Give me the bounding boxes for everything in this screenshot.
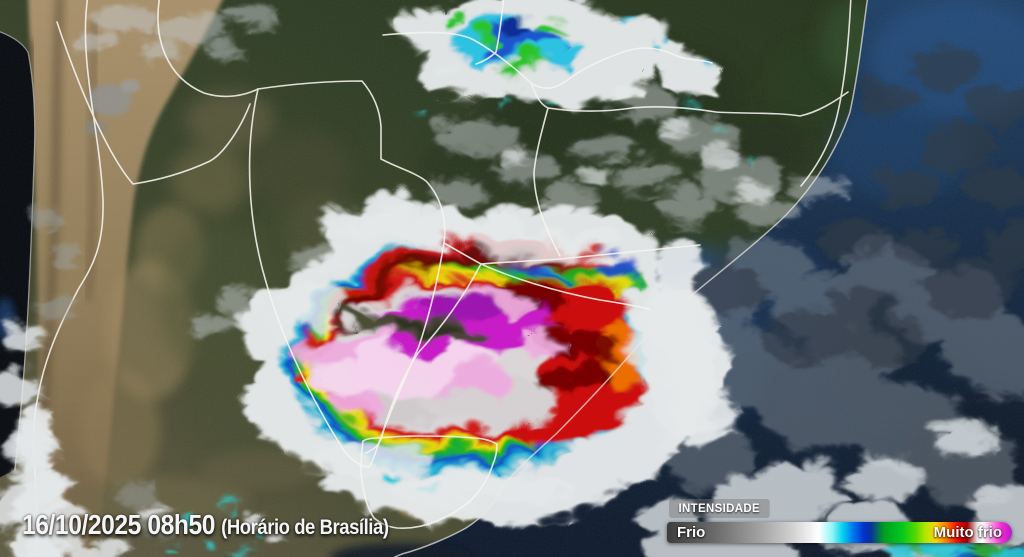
- legend-min-label: Frio: [677, 524, 706, 541]
- andes-clouds: [0, 202, 287, 557]
- northern-storm: [392, 0, 720, 100]
- intensity-legend: INTENSIDADE Frio Muito frio: [667, 499, 1012, 543]
- intensity-gradient-bar: Frio Muito frio: [667, 522, 1012, 543]
- timestamp-datetime: 16/10/2025 08h50: [22, 509, 215, 540]
- legend-title: INTENSIDADE: [669, 499, 770, 518]
- timestamp-timezone: (Horário de Brasília): [221, 516, 389, 539]
- border-lines: [0, 0, 869, 557]
- legend-max-label: Muito frio: [933, 524, 1002, 541]
- main-storm-system: [236, 195, 720, 515]
- timestamp-overlay: 16/10/2025 08h50 (Horário de Brasília): [22, 509, 389, 541]
